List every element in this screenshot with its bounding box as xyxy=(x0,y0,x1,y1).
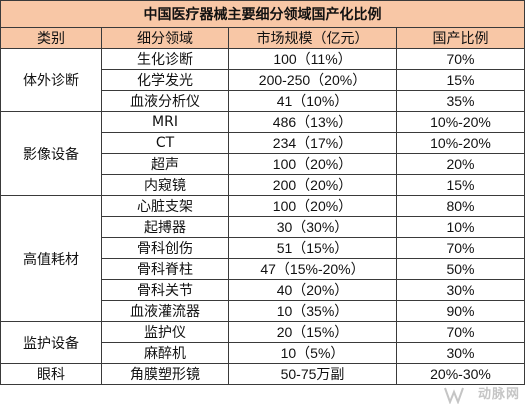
domestic-ratio-cell: 70% xyxy=(396,237,525,259)
field-cell: 血液分析仪 xyxy=(101,90,229,112)
domestic-ratio-cell: 70% xyxy=(396,48,525,70)
domestic-ratio-cell: 70% xyxy=(396,321,525,343)
table-row: 起搏器 30（30%） 10% xyxy=(1,216,525,238)
domestic-ratio-cell: 80% xyxy=(396,195,525,217)
table-row: 监护设备 监护仪 20（15%） 70% xyxy=(0,321,525,364)
market-size-cell: 47（15%-20%） xyxy=(228,258,397,280)
table-title: 中国医疗器械主要细分领域国产化比例 xyxy=(0,0,525,28)
domestic-ratio-cell: 15% xyxy=(396,174,525,196)
header-category: 类别 xyxy=(0,27,102,49)
field-cell: MRI xyxy=(101,111,229,133)
market-size-cell: 100（20%） xyxy=(228,153,397,175)
domestic-ratio-cell: 50% xyxy=(396,258,525,280)
table-row: 骨科关节 40（20%） 30% xyxy=(1,279,525,301)
field-cell: 骨科关节 xyxy=(101,279,229,301)
table-row: 内窥镜 200（20%） 15% xyxy=(1,174,525,196)
field-cell: 骨科脊柱 xyxy=(101,258,229,280)
watermark-text: 动脉网 xyxy=(477,387,520,402)
field-cell: 超声 xyxy=(101,153,229,175)
table-row: 眼科 角膜塑形镜 50-75万副 20%-30% xyxy=(0,363,525,385)
category-cell: 高值耗材 xyxy=(0,195,102,322)
market-size-cell: 41（10%） xyxy=(228,90,397,112)
field-cell: 心脏支架 xyxy=(101,195,229,217)
header-domestic-ratio: 国产比例 xyxy=(396,27,525,49)
table-row: 血液分析仪 41（10%） 35% xyxy=(1,90,525,112)
market-size-cell: 51（15%） xyxy=(228,237,397,259)
watermark-logo-icon xyxy=(444,387,464,404)
market-size-cell: 10（35%） xyxy=(228,300,397,322)
domestic-ratio-cell: 10%-20% xyxy=(396,111,525,133)
market-size-cell: 20（15%） xyxy=(228,321,397,343)
market-size-cell: 200（20%） xyxy=(228,174,397,196)
domestic-ratio-cell: 15% xyxy=(396,69,525,91)
market-size-cell: 234（17%） xyxy=(228,132,397,154)
domestic-ratio-cell: 20% xyxy=(396,153,525,175)
field-cell: 麻醉机 xyxy=(101,342,229,364)
table-row: 骨科脊柱 47（15%-20%） 50% xyxy=(1,258,525,280)
table-body: 中国医疗器械主要细分领域国产化比例 类别 细分领域 市场规模（亿元） 国产比例 … xyxy=(0,0,525,385)
table-row: 骨科创伤 51（15%） 70% xyxy=(1,237,525,259)
field-cell: 生化诊断 xyxy=(101,48,229,70)
table-row: 高值耗材 心脏支架 100（20%） 80% xyxy=(0,195,525,322)
market-size-cell: 200-250（20%） xyxy=(228,69,397,91)
field-cell: 骨科创伤 xyxy=(101,237,229,259)
domestic-ratio-cell: 10%-20% xyxy=(396,132,525,154)
field-cell: 内窥镜 xyxy=(101,174,229,196)
domestic-ratio-cell: 35% xyxy=(396,90,525,112)
share-table: 中国医疗器械主要细分领域国产化比例 类别 细分领域 市场规模（亿元） 国产比例 … xyxy=(0,0,525,385)
market-size-cell: 40（20%） xyxy=(228,279,397,301)
domestic-ratio-cell: 10% xyxy=(396,216,525,238)
header-market-size: 市场规模（亿元） xyxy=(228,27,397,49)
domestic-ratio-cell: 30% xyxy=(396,342,525,364)
header-row: 类别 细分领域 市场规模（亿元） 国产比例 xyxy=(0,27,525,49)
field-cell: 起搏器 xyxy=(101,216,229,238)
header-field: 细分领域 xyxy=(101,27,229,49)
field-cell: CT xyxy=(101,132,229,154)
category-cell: 影像设备 xyxy=(0,111,102,196)
field-cell: 血液灌流器 xyxy=(101,300,229,322)
title-row: 中国医疗器械主要细分领域国产化比例 xyxy=(0,0,525,28)
market-size-cell: 100（11%） xyxy=(228,48,397,70)
domestic-ratio-cell: 30% xyxy=(396,279,525,301)
category-cell: 眼科 xyxy=(0,363,102,385)
field-cell: 化学发光 xyxy=(101,69,229,91)
market-size-cell: 100（20%） xyxy=(228,195,397,217)
market-size-cell: 30（30%） xyxy=(228,216,397,238)
table-row: 超声 100（20%） 20% xyxy=(1,153,525,175)
table-row: 体外诊断 生化诊断 100（11%） 70% xyxy=(0,48,525,112)
category-cell: 体外诊断 xyxy=(0,48,102,112)
market-size-cell: 50-75万副 xyxy=(228,363,397,385)
field-cell: 角膜塑形镜 xyxy=(101,363,229,385)
domestic-ratio-cell: 20%-30% xyxy=(396,363,525,385)
table-row: 影像设备 MRI 486（13%） 10%-20% xyxy=(0,111,525,196)
domestic-ratio-cell: 90% xyxy=(396,300,525,322)
market-size-cell: 10（5%） xyxy=(228,342,397,364)
market-size-cell: 486（13%） xyxy=(228,111,397,133)
field-cell: 监护仪 xyxy=(101,321,229,343)
category-cell: 监护设备 xyxy=(0,321,102,364)
